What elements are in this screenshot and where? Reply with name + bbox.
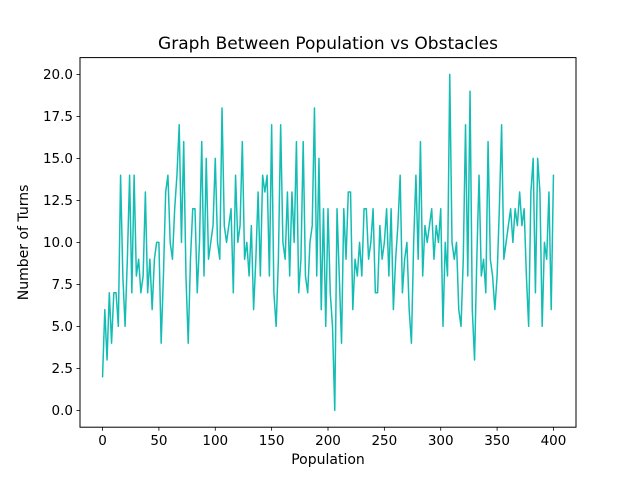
data-line [101,73,555,412]
y-tick-label: 10.0 [43,235,73,251]
y-axis-label: Number of Turns [16,185,32,301]
x-tick-label: 300 [428,433,454,449]
series-layer [101,73,555,412]
x-tick-label: 50 [150,433,167,449]
x-axis-label: Population [291,452,365,468]
y-tick-label: 12.5 [43,193,73,209]
x-tick-label: 200 [315,433,341,449]
y-tick-label: 20.0 [43,67,73,83]
x-tick-label: 350 [484,433,510,449]
x-tick-label: 100 [202,433,228,449]
y-tick-label: 5.0 [52,319,73,335]
y-tick-label: 0.0 [52,403,73,419]
y-tick-label: 7.5 [52,277,73,293]
x-tick-label: 400 [541,433,567,449]
x-tick-label: 150 [259,433,285,449]
chart-title: Graph Between Population vs Obstacles [158,34,498,54]
x-tick-label: 250 [371,433,397,449]
y-tick-label: 17.5 [43,109,73,125]
y-tick-label: 2.5 [52,361,73,377]
y-tick-label: 15.0 [43,151,73,167]
ticks-layer: 0 50 100 150 200 250 300 350 400 0.0 2.5 5.0 7.5 10.0… [43,67,566,449]
x-tick-label: 0 [98,433,107,449]
